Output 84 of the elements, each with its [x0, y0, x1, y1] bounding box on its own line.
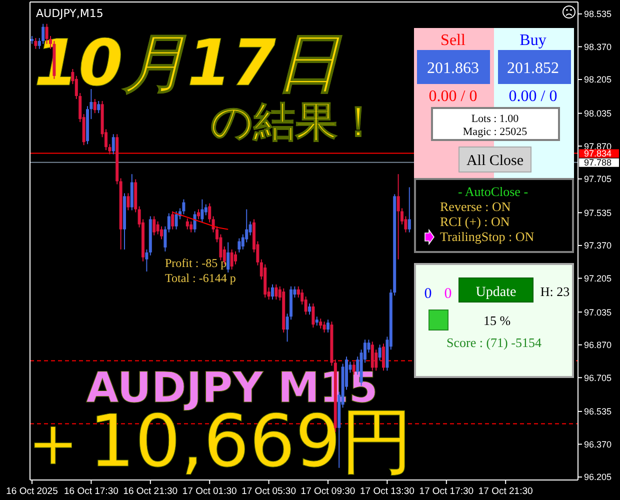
y-tick-label: 97.705	[584, 174, 612, 184]
candlestick	[408, 186, 411, 233]
candlestick	[370, 341, 374, 372]
y-tick-label: 97.535	[584, 208, 612, 218]
x-tick-label: 16 Oct 2025	[6, 486, 58, 497]
candlestick	[378, 344, 382, 362]
candlestick	[182, 198, 186, 215]
annotation: Magic : 25025	[462, 126, 528, 138]
y-tick-label: 97.370	[584, 240, 612, 251]
annotation: RCI (+) : ON	[440, 214, 510, 229]
candlestick	[164, 226, 167, 252]
x-tick-label: 16 Oct 21:30	[123, 486, 178, 497]
candlestick	[312, 303, 315, 328]
annotation: TrailingStop : ON	[440, 229, 535, 244]
annotation: All Close	[466, 153, 524, 169]
candlestick	[171, 210, 174, 230]
annotation: Score : (71) -5154	[446, 335, 542, 350]
candlestick	[308, 303, 311, 316]
annotation: 201.852	[507, 60, 559, 77]
candlestick	[193, 210, 196, 233]
candlestick	[238, 238, 241, 253]
y-tick-label: 98.205	[584, 74, 612, 85]
annotation: Lots : 1.00	[471, 113, 520, 125]
candlestick	[197, 208, 200, 220]
candlestick	[93, 98, 96, 114]
y-tick-label: 96.535	[584, 406, 612, 417]
annotation: Update	[476, 285, 516, 300]
y-tick-label: 98.035	[584, 108, 612, 118]
candlestick	[200, 198, 204, 223]
candlestick	[322, 321, 326, 334]
candlestick	[271, 284, 274, 300]
x-tick-label: 17 Oct 13:30	[360, 486, 414, 497]
candlestick	[326, 319, 330, 334]
candlestick	[304, 296, 308, 316]
candlestick	[167, 212, 170, 233]
candlestick	[204, 204, 208, 216]
y-tick-label: 98.370	[584, 42, 612, 52]
annotation: 15 %	[483, 313, 511, 328]
candlestick	[226, 242, 230, 273]
ref-line-label: 97.788	[584, 158, 612, 168]
annotation: Total : -6144 p	[165, 271, 236, 285]
candlestick	[97, 100, 100, 114]
candlestick	[186, 218, 189, 230]
y-tick-label: 96.205	[584, 472, 612, 482]
candlestick	[190, 220, 193, 233]
annotation: AUDJPY,M15	[36, 7, 104, 20]
x-tick-label: 17 Oct 21:30	[478, 486, 533, 497]
annotation: Sell	[440, 32, 466, 49]
candlestick	[319, 318, 322, 330]
candlestick	[126, 192, 130, 211]
candlestick	[274, 284, 278, 300]
x-tick-label: 17 Oct 01:30	[182, 486, 237, 497]
y-tick-label: 96.370	[584, 439, 612, 450]
annotation: Reverse : ON	[440, 199, 512, 214]
x-tick-label: 17 Oct 05:30	[242, 486, 296, 497]
annotation: H: 23	[540, 284, 570, 299]
candlestick	[234, 250, 237, 265]
x-tick-label: 17 Oct 09:30	[300, 486, 356, 497]
candlestick	[145, 248, 148, 272]
candlestick	[174, 210, 178, 230]
y-tick-label: 96.705	[584, 372, 612, 383]
annotation: 0.00 / 0	[508, 88, 558, 105]
y-tick-label: 97.205	[584, 273, 612, 284]
candlestick	[208, 202, 212, 223]
annotation: 201.863	[427, 60, 479, 77]
annotation: の結果！	[210, 97, 380, 146]
x-tick-label: 17 Oct 17:30	[419, 486, 474, 497]
candlestick	[230, 248, 234, 270]
annotation: 0.00 / 0	[428, 88, 478, 105]
candlestick	[112, 134, 115, 155]
y-tick-label: 98.535	[584, 9, 612, 20]
annotation: Profit : -85 p	[165, 256, 227, 270]
candlestick	[396, 174, 400, 260]
y-tick-label: 97.035	[584, 307, 612, 318]
candlestick	[248, 220, 252, 236]
candlestick	[382, 343, 385, 372]
annotation: - AutoClose -	[458, 184, 528, 199]
annotation: 0	[444, 286, 452, 302]
candlestick	[160, 226, 163, 240]
candlestick	[152, 216, 156, 236]
annotation: 0	[424, 286, 432, 302]
x-tick-label: 16 Oct 17:30	[64, 486, 118, 497]
y-tick-label: 96.870	[584, 340, 612, 350]
annotation: Buy	[520, 32, 546, 49]
